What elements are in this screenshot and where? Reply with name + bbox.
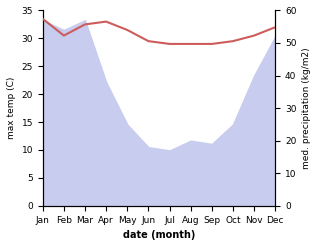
Y-axis label: max temp (C): max temp (C): [7, 77, 16, 139]
Y-axis label: med. precipitation (kg/m2): med. precipitation (kg/m2): [302, 47, 311, 169]
X-axis label: date (month): date (month): [123, 230, 195, 240]
